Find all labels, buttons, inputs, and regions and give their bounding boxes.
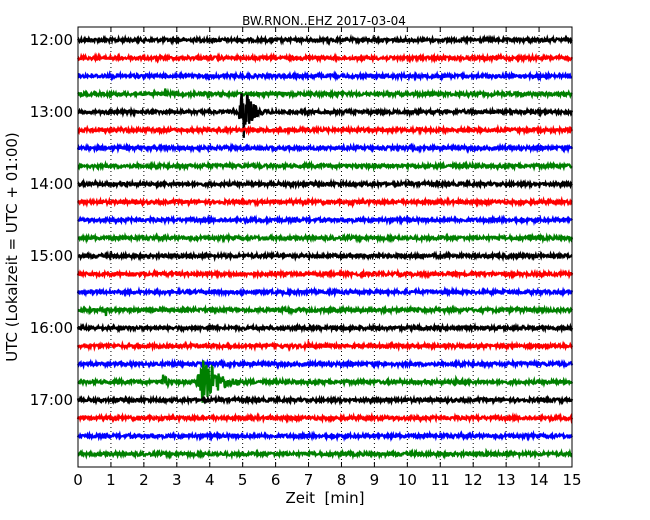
trace-15 xyxy=(77,304,574,317)
plot-frame xyxy=(77,26,573,468)
trace-18 xyxy=(76,357,574,371)
x-tick-label: 7 xyxy=(304,471,314,489)
trace-13 xyxy=(76,267,574,280)
x-tick-label: 0 xyxy=(73,471,83,489)
y-tick-label: 16:00 xyxy=(30,319,73,337)
trace-6 xyxy=(76,141,574,155)
trace-0 xyxy=(76,33,573,47)
trace-8 xyxy=(77,177,573,191)
trace-12 xyxy=(77,250,573,263)
trace-5 xyxy=(77,123,574,137)
trace-10 xyxy=(77,214,573,227)
trace-22 xyxy=(76,429,574,443)
y-tick-label: 14:00 xyxy=(30,175,73,193)
y-tick-label: 15:00 xyxy=(30,247,73,265)
trace-9 xyxy=(76,195,573,209)
x-axis-label: Zeit [min] xyxy=(285,489,364,507)
x-tick-label: 14 xyxy=(530,471,549,489)
x-tick-label: 3 xyxy=(172,471,182,489)
y-tick-label: 17:00 xyxy=(30,391,73,409)
vertical-grid xyxy=(110,27,540,467)
x-tick-label: 6 xyxy=(271,471,281,489)
x-tick-label: 10 xyxy=(398,471,417,489)
x-tick-label: 4 xyxy=(205,471,215,489)
trace-4 xyxy=(77,93,574,138)
trace-14 xyxy=(76,285,574,299)
x-tick-label: 1 xyxy=(106,471,116,489)
trace-19 xyxy=(77,360,574,403)
y-axis: 12:00 13:00 14:00 15:00 16:00 17:00 xyxy=(30,31,572,409)
x-tick-label: 2 xyxy=(139,471,149,489)
y-tick-label: 12:00 xyxy=(30,31,73,49)
chart-title: BW.RNON..EHZ 2017-03-04 xyxy=(242,14,406,28)
x-axis: 0 1 2 3 4 5 6 7 8 9 10 11 12 13 14 15 xyxy=(73,27,582,489)
x-tick-label: 5 xyxy=(238,471,248,489)
y-tick-label: 13:00 xyxy=(30,103,73,121)
x-tick-label: 11 xyxy=(431,471,450,489)
x-tick-label: 15 xyxy=(562,471,581,489)
x-tick-label: 9 xyxy=(370,471,380,489)
trace-20 xyxy=(76,394,574,406)
trace-16 xyxy=(76,321,574,334)
trace-23 xyxy=(77,447,573,461)
x-tick-label: 13 xyxy=(497,471,516,489)
trace-2 xyxy=(77,70,573,83)
trace-7 xyxy=(77,159,573,172)
x-tick-label: 8 xyxy=(337,471,347,489)
traces xyxy=(76,33,574,461)
y-axis-label: UTC (Lokalzeit = UTC + 01:00) xyxy=(3,132,21,362)
x-tick-label: 12 xyxy=(464,471,483,489)
trace-3 xyxy=(77,87,573,101)
trace-17 xyxy=(76,338,574,353)
trace-21 xyxy=(76,411,574,424)
trace-11 xyxy=(77,231,574,245)
trace-1 xyxy=(76,51,574,65)
